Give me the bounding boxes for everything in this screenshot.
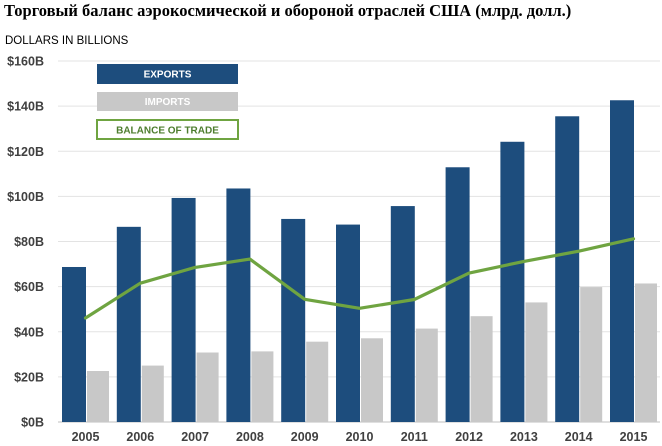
- legend-swatch-imports: [97, 92, 238, 111]
- import-bar: [251, 351, 274, 422]
- export-bar: [555, 116, 580, 422]
- y-tick-label: $0B: [21, 416, 44, 430]
- legend-label-balance: BALANCE OF TRADE: [116, 126, 219, 137]
- import-bar: [87, 371, 109, 422]
- bars: [62, 100, 657, 422]
- x-tick-label: 2006: [126, 430, 154, 444]
- x-tick-label: 2014: [565, 430, 593, 444]
- legend: EXPORTS IMPORTS BALANCE OF TRADE: [96, 64, 239, 140]
- export-bar: [500, 141, 525, 422]
- import-bar: [415, 328, 438, 422]
- import-bar: [196, 352, 219, 422]
- export-bar: [281, 218, 306, 422]
- export-bar: [336, 224, 360, 422]
- x-axis-ticks: 2005 2006 2007 2008 2009 2010 2011 2012 2013 2014…: [72, 430, 648, 444]
- legend-swatch-balance: [96, 119, 239, 140]
- import-bar: [470, 316, 493, 422]
- y-tick-label: $160B: [7, 55, 44, 69]
- x-tick-label: 2008: [236, 430, 264, 444]
- export-bar: [390, 206, 415, 422]
- legend-swatch-exports: [97, 64, 238, 84]
- y-tick-label: $40B: [14, 325, 44, 339]
- y-axis-label: DOLLARS IN BILLIONS: [5, 35, 129, 47]
- x-tick-label: 2012: [455, 430, 483, 444]
- x-tick-label: 2009: [291, 430, 319, 444]
- y-tick-label: $80B: [14, 235, 44, 249]
- legend-label-imports: IMPORTS: [145, 97, 191, 108]
- import-bar: [141, 365, 164, 422]
- y-tick-label: $100B: [7, 190, 44, 204]
- import-bar: [635, 283, 657, 422]
- y-tick-label: $120B: [7, 145, 44, 159]
- x-tick-label: 2005: [72, 430, 100, 444]
- export-bar: [62, 266, 86, 422]
- chart-title: Торговый баланс аэрокосмической и оборон…: [4, 1, 572, 20]
- y-tick-label: $60B: [14, 280, 44, 294]
- import-bar: [306, 341, 329, 422]
- import-bar: [525, 302, 548, 422]
- balance-of-trade-line: [83, 237, 636, 320]
- import-bar: [361, 338, 383, 422]
- export-bar: [445, 167, 470, 422]
- x-tick-label: 2011: [401, 430, 428, 444]
- import-bar: [580, 287, 603, 422]
- y-tick-label: $20B: [14, 370, 44, 384]
- legend-label-exports: EXPORTS: [144, 70, 192, 81]
- balance-line: [83, 237, 636, 320]
- export-bar: [226, 188, 251, 422]
- x-tick-label: 2013: [510, 430, 538, 444]
- export-bar: [610, 100, 634, 422]
- x-tick-label: 2007: [181, 430, 209, 444]
- export-bar: [171, 197, 196, 422]
- export-bar: [116, 226, 141, 422]
- x-tick-label: 2010: [346, 430, 374, 444]
- x-tick-label: 2015: [620, 430, 648, 444]
- y-tick-label: $140B: [7, 100, 44, 114]
- y-axis-ticks: $0B $20B $40B $60B $80B $100B $120B $140B $160B: [7, 55, 44, 430]
